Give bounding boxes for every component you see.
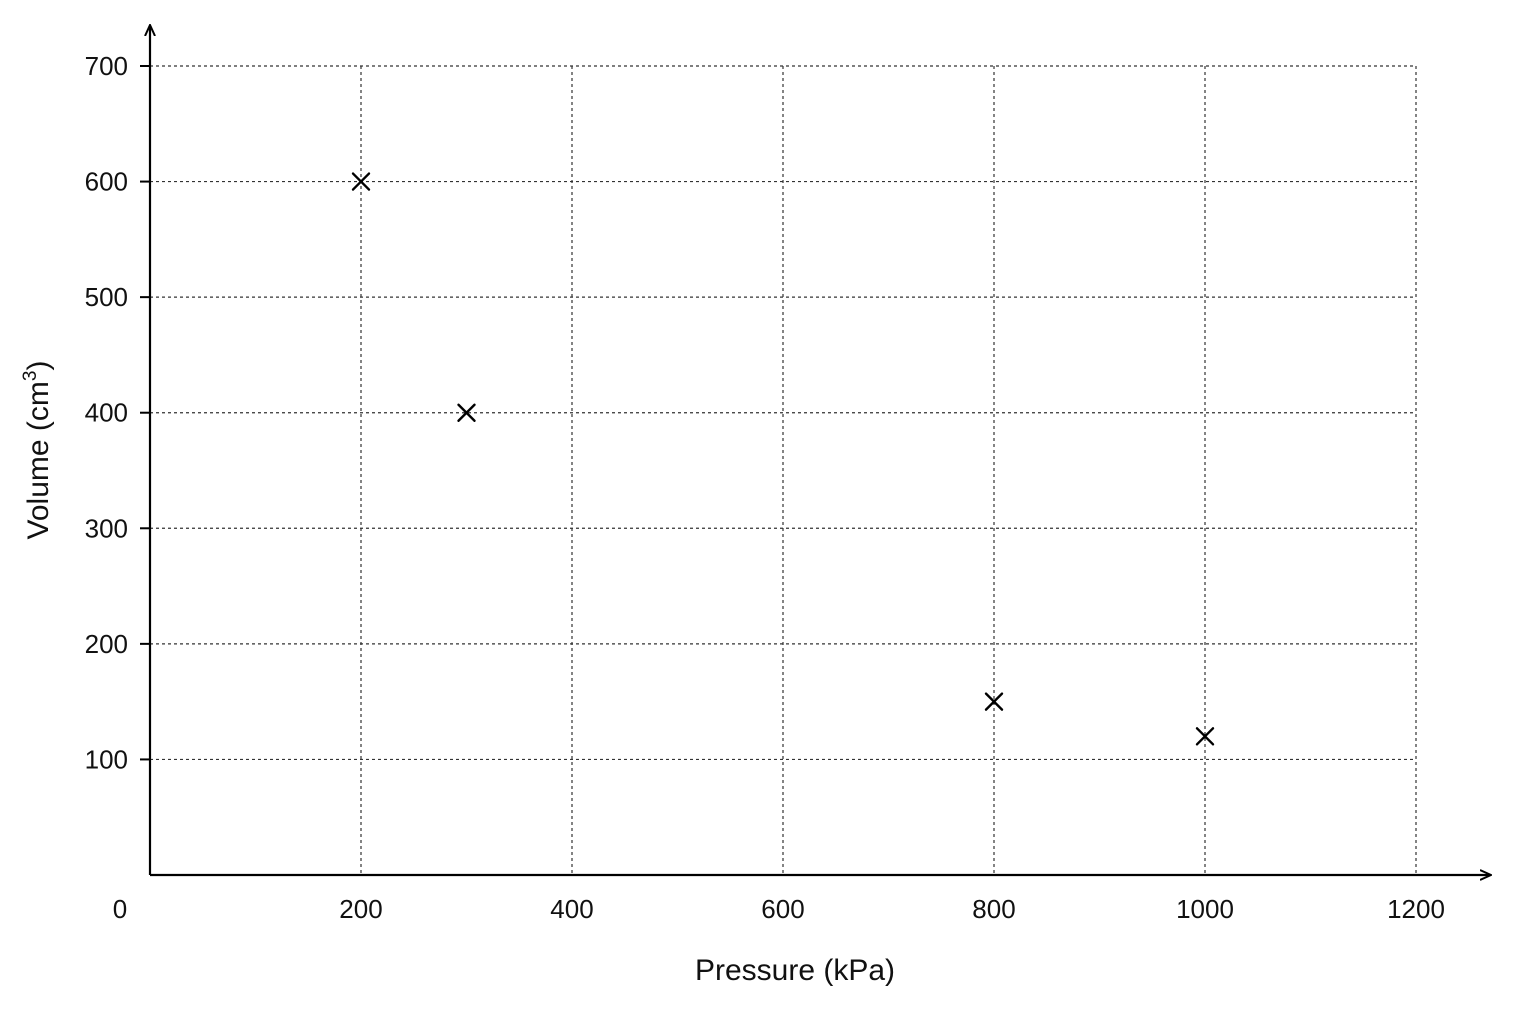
y-tick-label: 100	[85, 744, 128, 774]
axes	[140, 26, 1490, 875]
data-point-stroke	[457, 403, 476, 422]
data-point-stroke	[351, 172, 371, 191]
x-tick-label: 200	[339, 894, 382, 924]
origin-label: 0	[113, 894, 127, 924]
y-axis-title-sup: 3	[20, 371, 41, 382]
y-tick-label: 200	[85, 629, 128, 659]
y-tick-label: 500	[85, 282, 128, 312]
data-point-marker	[457, 403, 476, 422]
y-tick-label: 300	[85, 513, 128, 543]
y-tick-label: 600	[85, 167, 128, 197]
data-point-stroke	[984, 692, 1004, 711]
grid	[150, 65, 1417, 875]
tick-labels: 100 200 300 400 500 600 700 0 200 400 600 800 1000 12…	[85, 51, 1445, 924]
x-tick-label: 600	[761, 894, 804, 924]
y-tick-label: 700	[85, 51, 128, 81]
y-axis-title-end: )	[22, 361, 55, 371]
data-point-marker	[351, 172, 371, 191]
x-tick-label: 400	[550, 894, 593, 924]
x-axis-title: Pressure (kPa)	[695, 954, 895, 987]
y-axis-title-main: Volume (cm	[22, 381, 55, 539]
x-tick-label: 800	[972, 894, 1015, 924]
x-tick-label: 1200	[1387, 894, 1445, 924]
y-axis-title: Volume (cm3)	[20, 361, 55, 540]
x-tick-label: 1000	[1176, 894, 1234, 924]
data-point-stroke	[1195, 727, 1215, 746]
data-point-marker	[984, 692, 1004, 711]
y-tick-label: 400	[85, 398, 128, 428]
data-points	[351, 172, 1215, 746]
data-point-marker	[1195, 727, 1215, 746]
